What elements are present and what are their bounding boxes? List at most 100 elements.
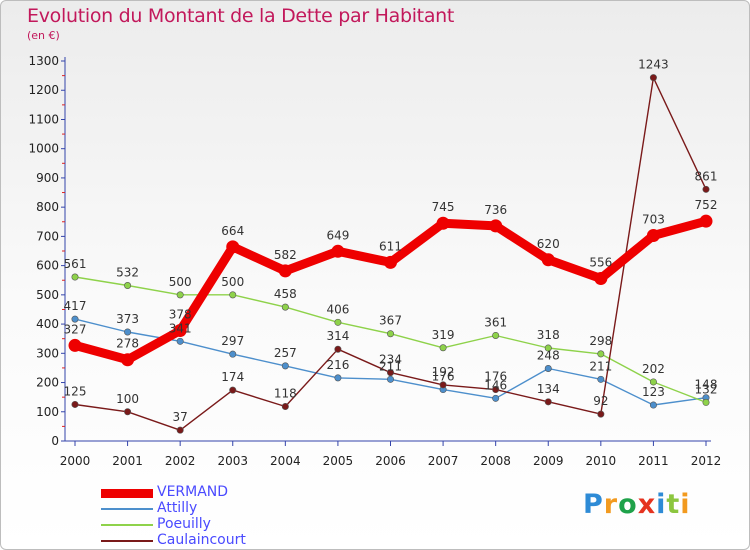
- data-label-poeuilly: 318: [537, 328, 560, 342]
- legend-label: Caulaincourt: [157, 532, 246, 548]
- data-point-caulaincourt: [334, 345, 342, 353]
- data-point-attilly: [71, 315, 79, 323]
- data-label-caulaincourt: 176: [484, 370, 507, 384]
- data-label-vermand: 664: [221, 224, 244, 238]
- y-tick-label: 700: [36, 229, 59, 243]
- x-tick-label: 2008: [480, 454, 511, 468]
- series-attilly: [71, 315, 710, 409]
- data-label-attilly: 123: [642, 385, 665, 399]
- chart-subtitle: (en €): [27, 29, 60, 42]
- data-point-poeuilly: [544, 344, 552, 352]
- x-tick-label: 2005: [323, 454, 354, 468]
- data-point-caulaincourt: [124, 408, 132, 416]
- data-label-attilly: 297: [221, 334, 244, 348]
- logo-letter: i: [680, 489, 691, 520]
- data-label-vermand: 736: [484, 203, 507, 217]
- data-label-vermand: 745: [432, 200, 455, 214]
- legend-swatch: [101, 488, 153, 498]
- data-point-caulaincourt: [702, 185, 710, 193]
- legend-label: Attilly: [157, 500, 198, 516]
- data-point-attilly: [649, 401, 657, 409]
- data-label-vermand: 378: [169, 308, 192, 322]
- data-point-poeuilly: [439, 344, 447, 352]
- logo-letter: o: [618, 489, 638, 520]
- data-label-vermand: 752: [695, 198, 718, 212]
- y-tick-label: 1300: [28, 54, 59, 68]
- data-label-attilly: 176: [432, 370, 455, 384]
- proxiti-logo: Proxiti: [583, 489, 691, 520]
- data-label-poeuilly: 500: [169, 275, 192, 289]
- data-label-attilly: 211: [589, 359, 612, 373]
- data-label-caulaincourt: 125: [64, 384, 87, 398]
- x-tick-label: 2004: [270, 454, 301, 468]
- y-tick-label: 600: [36, 259, 59, 273]
- data-point-attilly: [597, 375, 605, 383]
- y-tick-label: 200: [36, 376, 59, 390]
- series-caulaincourt: [71, 74, 710, 434]
- data-point-vermand: [594, 271, 608, 285]
- series-poeuilly: [71, 273, 710, 406]
- data-label-poeuilly: 202: [642, 362, 665, 376]
- x-tick-label: 2007: [428, 454, 459, 468]
- data-label-poeuilly: 406: [326, 302, 349, 316]
- data-label-attilly: 216: [326, 358, 349, 372]
- data-label-poeuilly: 319: [432, 328, 455, 342]
- data-label-poeuilly: 361: [484, 315, 507, 329]
- data-label-vermand: 327: [64, 322, 87, 336]
- data-label-vermand: 620: [537, 237, 560, 251]
- logo-letter: x: [637, 489, 657, 520]
- data-point-caulaincourt: [439, 381, 447, 389]
- legend-label: Poeuilly: [157, 516, 211, 532]
- data-label-attilly: 211: [379, 359, 402, 373]
- data-label-vermand: 611: [379, 239, 402, 253]
- data-point-attilly: [544, 365, 552, 373]
- data-label-caulaincourt: 37: [173, 410, 188, 424]
- logo-letter: t: [666, 489, 681, 520]
- data-point-vermand: [489, 219, 503, 233]
- data-point-poeuilly: [229, 291, 237, 299]
- x-tick-label: 2000: [60, 454, 91, 468]
- y-tick-label: 300: [36, 346, 59, 360]
- data-label-caulaincourt: 861: [695, 169, 718, 183]
- data-label-caulaincourt: 92: [593, 394, 608, 408]
- data-label-poeuilly: 500: [221, 275, 244, 289]
- x-tick-label: 2002: [165, 454, 196, 468]
- data-label-caulaincourt: 234: [379, 353, 402, 367]
- data-point-vermand: [278, 264, 292, 278]
- data-point-poeuilly: [649, 378, 657, 386]
- data-label-attilly: 341: [169, 321, 192, 335]
- data-point-vermand: [436, 216, 450, 230]
- x-tick-label: 2003: [217, 454, 248, 468]
- data-point-vermand: [68, 338, 82, 352]
- legend-swatch: [101, 540, 153, 542]
- data-point-poeuilly: [281, 303, 289, 311]
- data-label-poeuilly: 458: [274, 287, 297, 301]
- y-tick-label: 1200: [28, 83, 59, 97]
- x-tick-label: 2006: [375, 454, 406, 468]
- data-point-caulaincourt: [176, 426, 184, 434]
- logo-letter: P: [583, 489, 604, 520]
- data-label-attilly: 248: [537, 349, 560, 363]
- data-point-poeuilly: [176, 291, 184, 299]
- data-label-attilly: 148: [695, 378, 718, 392]
- data-label-attilly: 417: [64, 299, 87, 313]
- data-label-vermand: 703: [642, 213, 665, 227]
- y-tick-label: 500: [36, 288, 59, 302]
- x-tick-label: 2010: [586, 454, 617, 468]
- y-tick-label: 0: [51, 434, 59, 448]
- data-point-attilly: [492, 394, 500, 402]
- x-tick-label: 2001: [112, 454, 143, 468]
- data-label-attilly: 373: [116, 312, 139, 326]
- data-label-vermand: 649: [326, 228, 349, 242]
- data-point-poeuilly: [124, 281, 132, 289]
- data-point-vermand: [331, 244, 345, 258]
- data-point-poeuilly: [334, 318, 342, 326]
- data-label-attilly: 257: [274, 346, 297, 360]
- data-point-caulaincourt: [386, 369, 394, 377]
- legend-swatch: [101, 524, 153, 526]
- data-label-poeuilly: 298: [589, 334, 612, 348]
- data-label-vermand: 556: [589, 255, 612, 269]
- data-label-caulaincourt: 174: [221, 370, 244, 384]
